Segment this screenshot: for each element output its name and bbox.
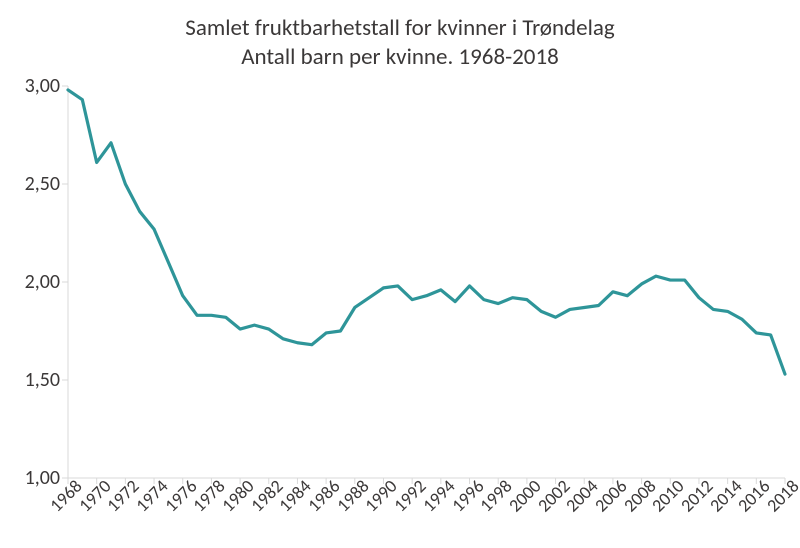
y-tick-label: 1,50 (0, 368, 60, 392)
x-axis-labels: 1968197019721974197619781980198219841986… (0, 488, 800, 548)
tick-group (62, 86, 785, 484)
y-tick-label: 2,50 (0, 172, 60, 196)
y-tick-label: 1,00 (0, 466, 60, 490)
fertility-rate-chart: Samlet fruktbarhetstall for kvinner i Tr… (0, 0, 800, 538)
series-line (68, 90, 785, 374)
y-axis-labels: 1,00 1,50 2,00 2,50 3,00 (0, 0, 60, 538)
y-tick-label: 2,00 (0, 270, 60, 294)
chart-svg (0, 0, 800, 538)
y-tick-label: 3,00 (0, 74, 60, 98)
